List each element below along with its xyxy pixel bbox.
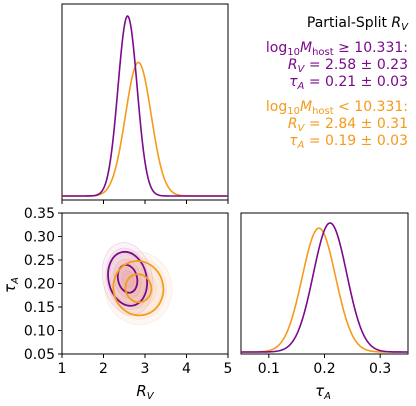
joint-y-tick-label: 0.25 [24, 253, 55, 269]
low-mass-tau: τA = 0.19 ± 0.03 [289, 133, 408, 151]
tau-x-axis-label: τA [315, 382, 331, 402]
joint-y-axis-label: τA [1, 277, 21, 293]
joint-x-axis-label: RV [136, 382, 154, 402]
rv-marginal-curve-low [62, 61, 228, 197]
annotation-block: Partial-Split RV log10Mhost ≥ 10.331: RV… [266, 15, 409, 151]
low-mass-rv: RV = 2.84 ± 0.31 [288, 116, 408, 134]
low-mass-condition: log10Mhost < 10.331: [266, 99, 408, 117]
tau-x-tick-label: 0.2 [313, 361, 335, 377]
annotation-title: Partial-Split RV [307, 15, 409, 33]
joint-y-tick-label: 0.20 [24, 277, 55, 293]
joint-y-tick-label: 0.15 [24, 300, 55, 316]
tau-marginal-panel: 0.1 0.2 0.3 τA [240, 212, 409, 402]
joint-contour-high-2 [107, 250, 148, 307]
joint-y-tick-label: 0.35 [24, 206, 55, 222]
joint-panel: 1 2 3 4 5 0.05 0.10 0.15 0.20 0.25 0.30 0.35 RV τA [1, 206, 232, 402]
joint-y-tick-label: 0.30 [24, 230, 55, 246]
rv-marginal-panel [61, 3, 229, 204]
joint-contour-low-2 [112, 260, 165, 317]
high-mass-rv: RV = 2.58 ± 0.23 [288, 57, 408, 75]
joint-y-tick-label: 0.05 [24, 347, 55, 363]
tau-marginal-curve-low [241, 227, 408, 353]
joint-x-tick-label: 1 [58, 361, 67, 377]
rv-marginal-curve-high [62, 15, 228, 197]
joint-contour-low-1 [124, 273, 153, 304]
joint-density-shade-low [114, 262, 162, 314]
joint-y-tick-label: 0.10 [24, 324, 55, 340]
high-mass-tau: τA = 0.21 ± 0.03 [289, 74, 408, 92]
high-mass-condition: log10Mhost ≥ 10.331: [266, 40, 408, 58]
tau-x-tick-label: 0.3 [369, 361, 391, 377]
joint-x-tick-label: 5 [224, 361, 233, 377]
tau-marginal-curve-high [241, 222, 408, 353]
joint-x-tick-label: 4 [182, 361, 191, 377]
joint-x-tick-label: 3 [141, 361, 150, 377]
joint-x-tick-label: 2 [99, 361, 108, 377]
tau-x-tick-label: 0.1 [258, 361, 280, 377]
